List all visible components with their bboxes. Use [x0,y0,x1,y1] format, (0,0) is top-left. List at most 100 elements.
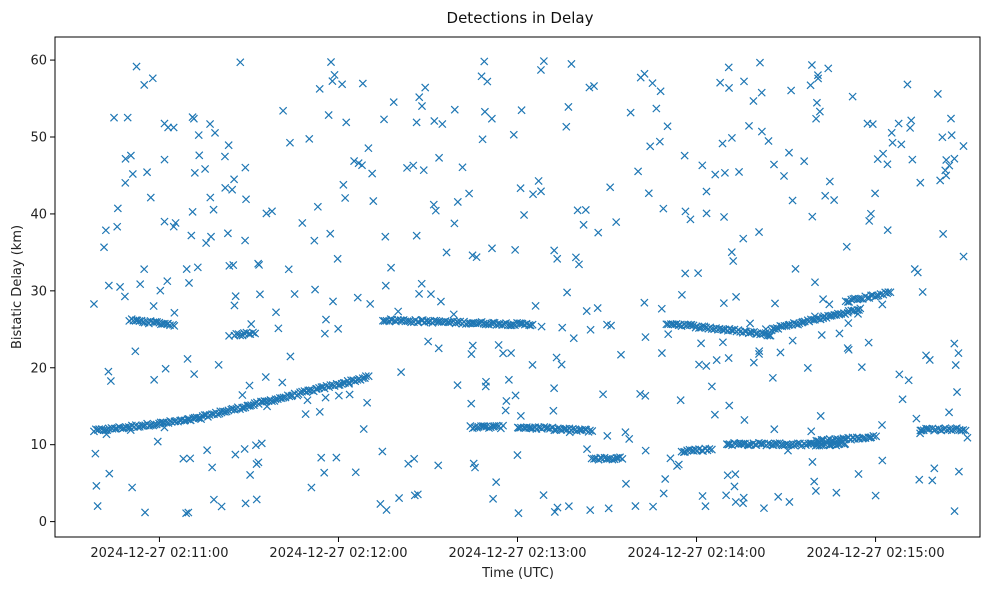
scatter-point [315,407,324,416]
scatter-point [941,166,950,175]
scatter-point [529,190,538,199]
scatter-point [783,446,792,455]
scatter-point [241,499,250,508]
scatter-point [719,299,728,308]
scatter-point [194,131,203,140]
scatter-point [906,123,915,132]
scatter-point [621,428,630,437]
scatter-point [341,193,350,203]
scatter-point [247,320,256,329]
scatter-point [571,253,580,262]
scatter-point [938,133,947,142]
scatter-point [793,439,802,448]
scatter-point [552,353,561,362]
scatter-point [718,139,727,148]
x-tick-label: 2024-12-27 02:12:00 [269,546,407,561]
scatter-point [402,163,412,172]
scatter-point [636,389,645,398]
scatter-point [339,180,348,189]
scatter-point [298,218,307,227]
scatter-point [438,120,447,129]
scatter-point [725,401,734,410]
scatter-point [791,264,800,273]
scatter-point [279,106,288,115]
scatter-point [146,193,155,202]
scatter-point [468,341,477,350]
scatter-point [359,424,368,434]
scatter-point [465,189,474,198]
scatter-point [585,426,594,435]
scatter-point [321,315,331,324]
scatter-point [844,345,853,354]
scatter-point [389,98,398,107]
scatter-point [536,187,546,196]
scatter-point [504,375,513,384]
scatter-point [466,422,475,431]
scatter-point [883,226,892,235]
scatter-point [305,134,314,143]
scatter-point [821,191,830,200]
scatter-point [241,163,250,172]
scatter-point [101,226,110,235]
scatter-point [707,382,716,391]
scatter-point [710,410,719,419]
scatter-point [854,469,863,479]
scatter-point [807,60,816,70]
scatter-point [550,507,559,516]
scatter-point [585,83,594,92]
scatter-point [785,320,794,329]
scatter-point [574,260,584,269]
scatter-point [656,87,665,96]
scatter-point [193,263,202,272]
scatter-point [332,453,341,462]
scatter-point [487,244,497,253]
scatter-point [534,176,543,185]
scatter-point [939,229,948,238]
scatter-point [593,304,602,313]
scatter-point [230,301,239,310]
scatter-point [539,491,548,500]
scatter-point [255,290,264,299]
scatter-point [879,149,888,158]
scatter-point [230,175,239,184]
scatter-point [657,304,666,313]
scatter-point [487,114,496,123]
scatter-point [202,239,211,248]
scatter-point [606,183,615,192]
scatter-point [120,292,129,301]
scatter-point [735,167,744,176]
scatter-point [220,152,229,161]
scatter-point [744,441,753,450]
scatter-point [203,446,212,455]
scatter-point [959,252,968,261]
scatter-point [458,163,467,172]
scatter-point [603,431,612,440]
scatter-point [812,114,821,123]
scatter-point [702,361,711,371]
scatter-point [126,426,135,435]
scatter-point [677,290,686,299]
scatter-point [825,300,834,309]
scatter-point [128,483,137,492]
scatter-point [102,430,111,439]
scatter-point [480,57,489,66]
scatter-point [813,71,822,80]
scatter-point [712,356,721,365]
scatter-point [334,391,343,400]
scatter-point [907,116,916,125]
scatter-point [716,78,725,87]
y-axis: 0 10 20 30 40 50 60 [30,54,55,530]
scatter-point [320,468,329,477]
scatter-point [582,445,592,454]
scatter-point [853,309,863,318]
scatter-point [718,338,727,347]
scatter-point [238,331,247,340]
scatter-point [345,390,354,399]
scatter-point [711,170,720,179]
scatter-point [453,381,462,390]
scatter-point [338,80,347,89]
scatter-point [945,408,954,417]
scatter-point [344,379,353,388]
scatter-point [350,157,359,166]
scatter-point [160,319,169,328]
